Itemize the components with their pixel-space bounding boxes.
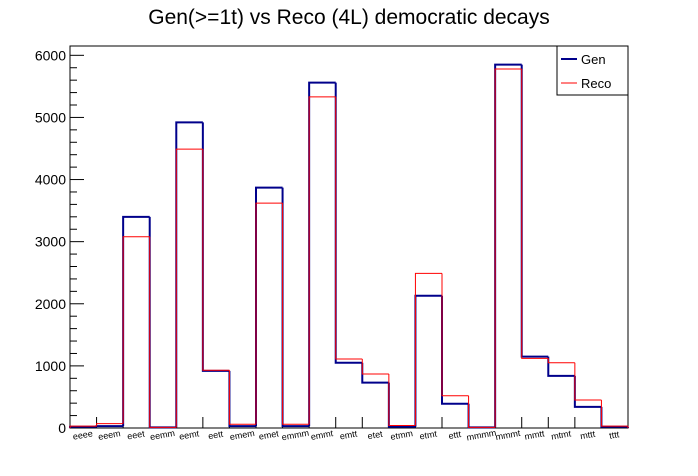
y-tick-label: 2000 [35,296,66,312]
x-tick-label: emem [229,428,255,442]
bar-gen-emem [228,370,256,428]
legend-label-reco: Reco [581,76,611,91]
legend-label-gen: Gen [581,52,606,67]
x-tick-label: emmt [310,428,334,442]
y-tick-label: 0 [58,420,66,436]
bar-gen-mtmt [547,356,575,377]
x-tick-label: mtmt [550,428,572,441]
x-tick-label: eett [207,429,224,442]
x-tick-label: mttt [579,429,596,442]
bar-reco-eemt [175,148,203,428]
bar-gen-tttt [600,406,628,428]
x-tick-label: eemm [149,428,175,442]
bar-reco-etmt [414,272,442,426]
bar-reco-eeet [122,236,150,424]
histogram-bars [69,63,629,429]
bar-reco-eeem [96,423,124,427]
bar-gen-etet [361,362,389,384]
bar-gen-mmmt [494,63,522,428]
x-tick-label: eeee [72,428,93,441]
bar-gen-etmt [414,294,442,427]
x-tick-label: emtt [339,429,358,442]
bar-gen-emet [255,186,283,427]
bar-reco-etmm [388,373,416,427]
chart-title: Gen(>=1t) vs Reco (4L) democratic decays [148,6,550,29]
bar-reco-ettt [441,273,469,397]
x-tick-label: etmt [419,429,438,442]
x-tick-label: etet [367,429,384,442]
legend: Gen Reco [556,45,629,96]
bar-gen-mttt [573,375,602,408]
y-tick-label: 4000 [35,172,66,188]
bar-reco-emet [255,202,283,425]
series-reco [69,68,629,428]
y-tick-label: 6000 [35,47,66,63]
bar-reco-mmmm [468,395,496,428]
x-tick-label: mmmt [495,428,522,442]
x-tick-label: ettt [448,429,463,441]
x-tick-label: etmm [390,428,414,442]
bar-gen-mmmm [467,403,496,429]
bar-reco-tttt [600,400,628,427]
bar-gen-eeem [95,425,124,428]
x-tick-label: mmmm [466,428,497,443]
bar-reco-mttt [574,362,602,401]
bar-reco-etet [361,359,389,375]
y-tick-label: 3000 [35,234,66,250]
y-tick-label: 1000 [35,358,66,374]
bar-reco-mtmt [547,358,575,364]
x-tick-label: tttt [608,429,620,441]
x-tick-label: eeet [126,429,145,442]
bar-reco-mmtt [521,68,549,359]
bar-reco-mmmt [494,68,522,428]
legend-box [556,45,629,96]
x-tick-label: eemt [178,428,200,441]
series-gen [69,63,629,429]
plot-frame [69,45,629,429]
x-tick-label: eeem [97,428,121,442]
bar-gen-emmm [281,187,310,428]
bar-reco-emmt [308,96,336,425]
bar-gen-eemt [175,121,203,428]
bar-gen-ettt [441,295,469,405]
bar-reco-emtt [335,96,363,360]
bar-gen-eeet [122,215,150,427]
bar-gen-mmtt [520,64,549,358]
y-tick-label: 5000 [35,109,66,125]
bar-gen-eett [201,122,230,372]
bar-gen-etmm [387,382,416,428]
bar-gen-emmt [308,81,336,427]
bar-gen-eemm [148,216,177,429]
bar-gen-emtt [334,82,363,364]
bar-reco-emmm [282,203,310,425]
x-tick-label: mmtt [524,428,546,441]
bar-reco-eeee [69,425,97,428]
bar-reco-eemm [149,236,177,428]
x-tick-label: emmm [281,428,310,443]
bar-reco-emem [228,370,256,425]
x-tick-label: emet [258,428,280,441]
bar-reco-eett [202,149,230,371]
